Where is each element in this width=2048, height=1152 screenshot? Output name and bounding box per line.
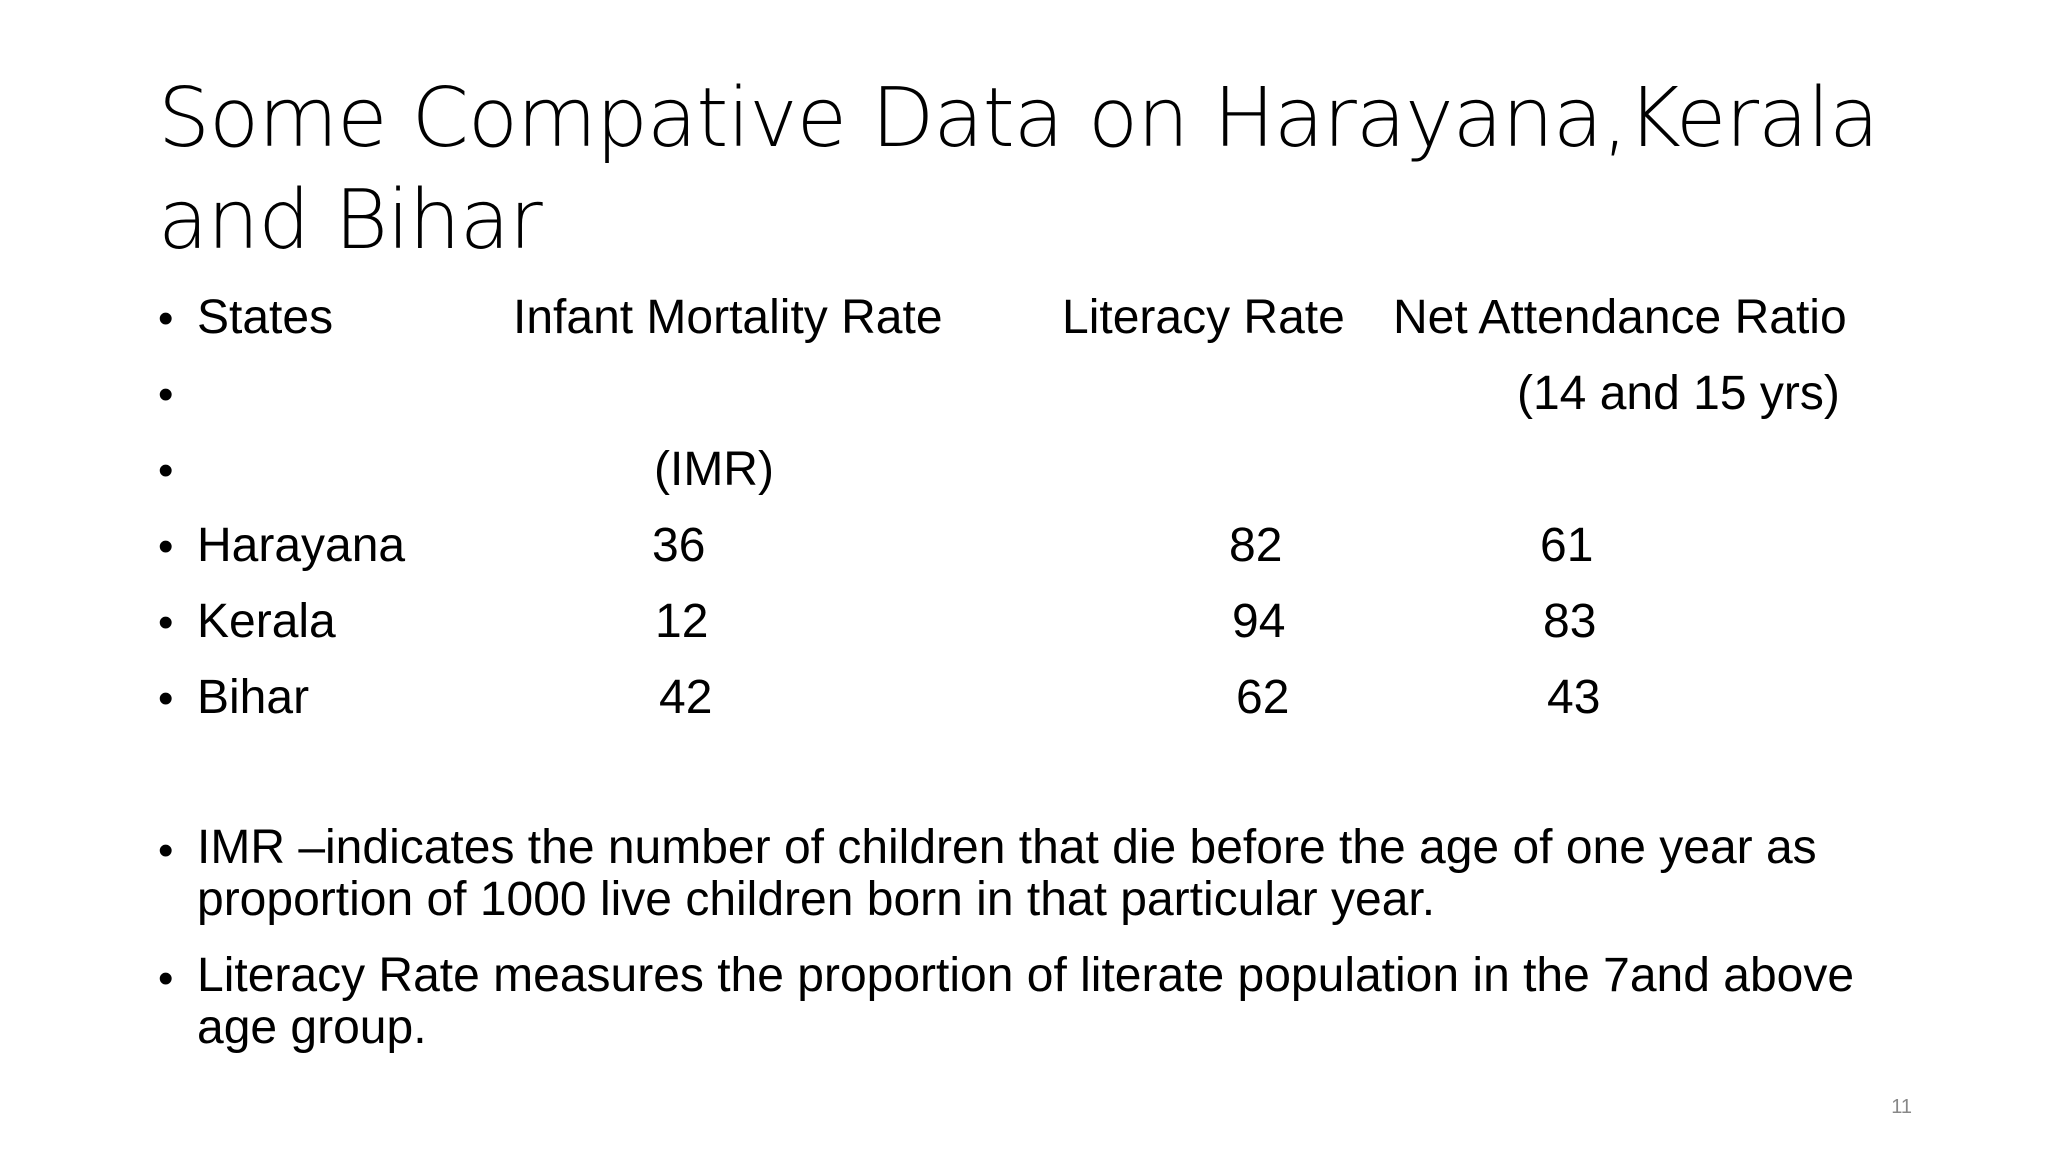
imr-definition: IMR –indicates the number of children th… <box>197 821 1817 926</box>
header-literacy: Literacy Rate <box>1062 291 1345 344</box>
row-bihar-imr: 42 <box>659 671 713 724</box>
bullet-icon: • <box>158 674 174 723</box>
page-number: 11 <box>1891 1096 1912 1118</box>
bullet-icon: • <box>158 446 174 495</box>
row-harayana-imr: 36 <box>652 519 706 572</box>
row-kerala-literacy: 94 <box>1232 595 1286 648</box>
slide-title: Some Compative Data on Harayana,Kerala a… <box>158 71 1879 268</box>
row-kerala-state: Kerala <box>197 595 336 648</box>
row-kerala-imr: 12 <box>655 595 709 648</box>
bullet-icon: • <box>158 370 174 419</box>
row-harayana-nar: 61 <box>1540 519 1594 572</box>
row-harayana-state: Harayana <box>197 519 406 572</box>
row-kerala-nar: 83 <box>1543 595 1597 648</box>
header-imr: Infant Mortality Rate <box>513 291 943 344</box>
nar-subheader: (14 and 15 yrs) <box>1517 367 1840 420</box>
bullet-icon: • <box>158 954 174 1003</box>
bullet-icon: • <box>158 598 174 647</box>
row-bihar-literacy: 62 <box>1236 671 1290 724</box>
row-bihar-nar: 43 <box>1547 671 1601 724</box>
row-harayana-literacy: 82 <box>1229 519 1283 572</box>
bullet-icon: • <box>158 294 174 343</box>
header-nar: Net Attendance Ratio <box>1393 291 1847 344</box>
bullet-icon: • <box>158 826 174 875</box>
imr-subheader: (IMR) <box>654 443 774 496</box>
literacy-definition: Literacy Rate measures the proportion of… <box>197 949 1855 1054</box>
bullet-icon: • <box>158 522 174 571</box>
row-bihar-state: Bihar <box>197 671 310 724</box>
header-states: States <box>197 291 334 344</box>
